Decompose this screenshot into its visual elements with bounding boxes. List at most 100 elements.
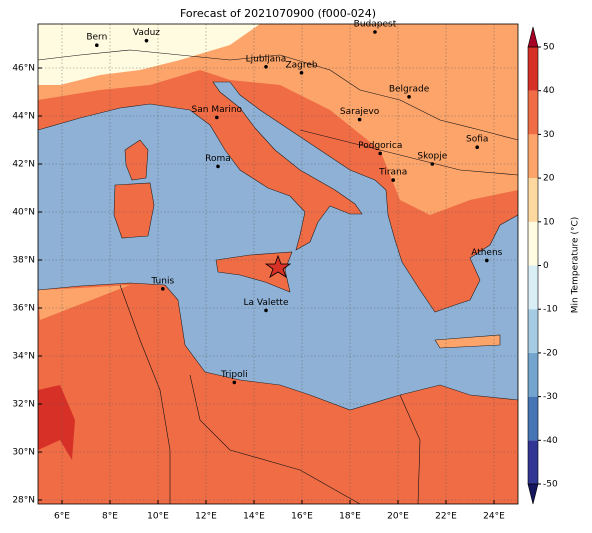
y-tick-label: 28°N bbox=[12, 496, 35, 506]
city-dot bbox=[299, 71, 304, 75]
colorbar-tick-label: -50 bbox=[543, 480, 558, 490]
city-dot bbox=[391, 178, 396, 182]
city-dot bbox=[264, 65, 268, 69]
y-tick-label: 38°N bbox=[12, 256, 35, 266]
city-label: Vaduz bbox=[133, 28, 160, 38]
city-label: Belgrade bbox=[389, 84, 430, 94]
city-label: Tunis bbox=[150, 276, 174, 286]
y-tick-label: 46°N bbox=[12, 64, 35, 74]
city-dot bbox=[232, 380, 237, 385]
city-dot bbox=[264, 308, 268, 313]
grid bbox=[38, 24, 518, 504]
map-frame bbox=[37, 23, 519, 505]
colorbar-under bbox=[527, 483, 539, 505]
colorbar-tick-label: 40 bbox=[543, 86, 555, 96]
colorbar-segment bbox=[528, 352, 538, 397]
city-dot bbox=[215, 115, 219, 120]
land-mild bbox=[38, 285, 130, 320]
colorbar-segment bbox=[528, 309, 538, 353]
colorbar-segment bbox=[528, 90, 538, 135]
forecast-point-star bbox=[264, 254, 292, 278]
city-label: Zagreb bbox=[285, 60, 317, 70]
y-tick-label: 40°N bbox=[12, 208, 35, 218]
city-dot bbox=[475, 145, 480, 149]
land-mild bbox=[38, 24, 518, 215]
border bbox=[119, 284, 171, 504]
x-tick-label: 24°E bbox=[483, 512, 505, 522]
x-tick-label: 20°E bbox=[387, 512, 409, 522]
colorbar-segment bbox=[528, 134, 538, 179]
y-tick-label: 42°N bbox=[12, 160, 35, 170]
y-tick-label: 32°N bbox=[12, 400, 35, 410]
city-dot bbox=[161, 287, 165, 291]
colorbar-tick-label: 30 bbox=[543, 130, 555, 140]
y-tick-label: 34°N bbox=[12, 352, 35, 362]
colorbar-label: Min Temperature (°C) bbox=[571, 217, 581, 314]
x-tick-label: 12°E bbox=[195, 512, 217, 522]
colorbar-over bbox=[527, 26, 539, 48]
city-label: Budapest bbox=[354, 20, 397, 30]
x-tick-label: 22°E bbox=[435, 512, 457, 522]
city-label: Podgorica bbox=[358, 141, 402, 151]
y-tick-label: 44°N bbox=[12, 112, 35, 122]
city-label: Tirana bbox=[378, 168, 407, 178]
x-tick-label: 18°E bbox=[339, 512, 361, 522]
title: Forecast of 2021070900 (f000-024) bbox=[180, 7, 376, 20]
y-tick-label: 30°N bbox=[12, 448, 35, 458]
sicily bbox=[215, 251, 293, 293]
city-dot bbox=[373, 30, 377, 34]
city-dot bbox=[216, 164, 220, 169]
city-dot bbox=[407, 95, 411, 99]
land-hot bbox=[38, 385, 75, 460]
corsica bbox=[124, 139, 149, 181]
city-dot bbox=[357, 117, 362, 122]
colorbar-segment bbox=[528, 178, 538, 222]
city-dot bbox=[430, 162, 435, 166]
axes: 6°E 8°E 10°E 12°E 14°E 16°E 18°E 20°E 22°E 24°E 28… bbox=[12, 64, 505, 522]
x-tick-label: 14°E bbox=[243, 512, 265, 522]
city-label: San Marino bbox=[192, 105, 243, 115]
y-tick-label: 36°N bbox=[12, 304, 35, 314]
x-tick-label: 8°E bbox=[102, 512, 118, 522]
city-label: Ljubljana bbox=[246, 54, 287, 64]
x-tick-label: 6°E bbox=[54, 512, 70, 522]
city-label: Tripoli bbox=[220, 370, 248, 380]
city-dot bbox=[95, 43, 99, 47]
city-label: La Valette bbox=[244, 298, 289, 308]
colorbar-tick-label: -30 bbox=[543, 392, 558, 402]
border bbox=[189, 374, 361, 504]
city-label: Athens bbox=[471, 248, 502, 258]
land-alps bbox=[38, 24, 260, 85]
colorbar-tick-label: 10 bbox=[543, 217, 555, 227]
colorbar-segment bbox=[528, 47, 538, 91]
sardinia bbox=[113, 182, 155, 239]
border bbox=[299, 129, 518, 176]
border bbox=[38, 49, 518, 141]
colorbar-tick-label: -20 bbox=[543, 348, 558, 358]
border bbox=[399, 394, 421, 504]
colorbar-segment bbox=[528, 396, 538, 441]
colorbar-segment bbox=[528, 440, 538, 484]
colorbar-segment bbox=[528, 221, 538, 266]
colorbar-tick-label: 0 bbox=[543, 261, 549, 271]
x-tick-label: 16°E bbox=[291, 512, 313, 522]
city-label: Sarajevo bbox=[340, 107, 380, 117]
city-dot bbox=[485, 258, 489, 263]
crete bbox=[434, 334, 501, 349]
colorbar-tick-label: 20 bbox=[543, 174, 555, 184]
colorbar: -50 -40 -30 -20 -10 0 10 20 30 40 50 bbox=[527, 26, 558, 505]
colorbar-tick-label: -40 bbox=[543, 436, 558, 446]
city-label: Roma bbox=[205, 154, 231, 164]
city-dot bbox=[378, 151, 383, 156]
colorbar-tick-label: 50 bbox=[543, 43, 555, 53]
city-label: Sofia bbox=[466, 135, 488, 145]
x-tick-label: 10°E bbox=[147, 512, 169, 522]
city-label: Skopje bbox=[417, 152, 447, 162]
colorbar-tick-label: -10 bbox=[543, 305, 558, 315]
city-dot bbox=[144, 38, 149, 43]
colorbar-segment bbox=[528, 265, 538, 310]
